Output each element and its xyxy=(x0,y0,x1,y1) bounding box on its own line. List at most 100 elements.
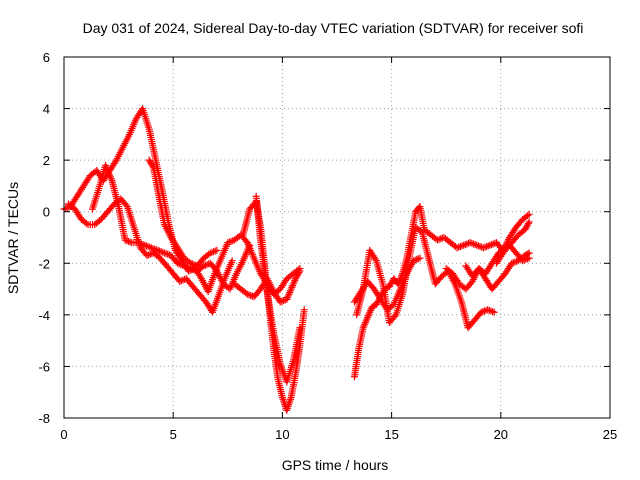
data-point xyxy=(174,259,182,267)
series-arc-g xyxy=(252,192,304,386)
data-point xyxy=(225,238,233,246)
data-point xyxy=(152,246,160,254)
data-point xyxy=(413,255,421,263)
x-axis-label: GPS time / hours xyxy=(282,457,389,473)
data-point xyxy=(366,307,374,315)
data-point xyxy=(287,285,295,293)
series-arc-m xyxy=(492,241,533,267)
data-point xyxy=(187,259,195,267)
data-point xyxy=(359,324,367,332)
data-point xyxy=(145,251,153,259)
data-point xyxy=(289,282,297,290)
data-point xyxy=(175,260,183,268)
data-point xyxy=(362,317,370,325)
data-point xyxy=(154,246,162,254)
data-point xyxy=(522,255,530,263)
data-point xyxy=(511,258,519,266)
data-point xyxy=(490,308,498,316)
plot-frame xyxy=(63,56,611,419)
series-arc-d xyxy=(145,156,221,270)
data-point xyxy=(473,241,481,249)
data-point xyxy=(134,239,142,247)
data-point xyxy=(435,235,443,243)
series-arc-c xyxy=(88,161,254,293)
data-point xyxy=(149,244,157,252)
chart-title: Day 031 of 2024, Sidereal Day-to-day VTE… xyxy=(83,20,584,36)
data-point xyxy=(296,324,304,332)
data-point xyxy=(519,257,527,265)
series-arc-j xyxy=(353,223,498,332)
data-point xyxy=(206,249,214,257)
data-point xyxy=(487,307,495,315)
data-point xyxy=(243,290,251,298)
data-point xyxy=(227,237,235,245)
data-point xyxy=(391,312,399,320)
data-point xyxy=(146,243,154,251)
data-point xyxy=(461,241,469,249)
data-point xyxy=(138,240,146,248)
data-point xyxy=(164,250,172,258)
data-point xyxy=(284,292,292,300)
data-point xyxy=(62,204,70,212)
data-point xyxy=(211,247,219,255)
data-point xyxy=(286,287,294,295)
data-point xyxy=(178,261,186,269)
data-point xyxy=(144,243,152,251)
data-point xyxy=(177,261,185,269)
data-point xyxy=(201,261,209,269)
data-point xyxy=(245,291,253,299)
data-point xyxy=(278,297,286,305)
data-point xyxy=(124,237,132,245)
axis-ticks: 0 5 10 15 20 25 -8 -6 -4 -2 0 2 4 6 xyxy=(38,50,617,442)
data-point xyxy=(296,267,304,275)
data-point xyxy=(411,256,419,264)
data-point xyxy=(122,201,130,209)
data-point xyxy=(433,236,441,244)
series-arc-l xyxy=(462,249,533,293)
data-point xyxy=(205,260,213,268)
data-point xyxy=(414,255,422,263)
data-point xyxy=(149,162,157,170)
y-tick-label: 4 xyxy=(43,102,50,117)
data-point xyxy=(479,244,487,252)
data-point xyxy=(290,278,298,286)
data-point xyxy=(488,241,496,249)
data-point xyxy=(485,306,493,314)
data-point xyxy=(121,236,129,244)
data-point xyxy=(468,239,476,247)
y-tick-label: 6 xyxy=(43,50,50,65)
data-point xyxy=(508,259,516,267)
data-point xyxy=(466,239,474,247)
data-point xyxy=(180,262,188,270)
data-point xyxy=(157,248,165,256)
data-point xyxy=(213,246,221,254)
data-point xyxy=(471,241,479,249)
data-point xyxy=(291,276,299,284)
x-tick-label: 20 xyxy=(494,427,508,442)
y-axis-label: SDTVAR / TECUs xyxy=(5,182,21,294)
data-point xyxy=(82,219,90,227)
data-point xyxy=(456,243,464,251)
data-point xyxy=(300,306,308,314)
data-point xyxy=(147,244,155,252)
data-point xyxy=(360,322,368,330)
data-point xyxy=(156,247,164,255)
data-point xyxy=(489,308,497,316)
data-point xyxy=(481,243,489,251)
data-point xyxy=(479,308,487,316)
data-point xyxy=(483,243,491,251)
data-point xyxy=(371,255,379,263)
y-tick-label: -8 xyxy=(38,411,50,426)
y-tick-label: 2 xyxy=(43,153,50,168)
data-point xyxy=(210,248,218,256)
data-point xyxy=(283,295,291,303)
data-point xyxy=(458,242,466,250)
data-point xyxy=(524,212,532,220)
data-point xyxy=(484,306,492,314)
x-tick-label: 5 xyxy=(170,427,177,442)
data-point xyxy=(200,262,208,270)
data-point xyxy=(476,243,484,251)
data-point xyxy=(159,248,167,256)
